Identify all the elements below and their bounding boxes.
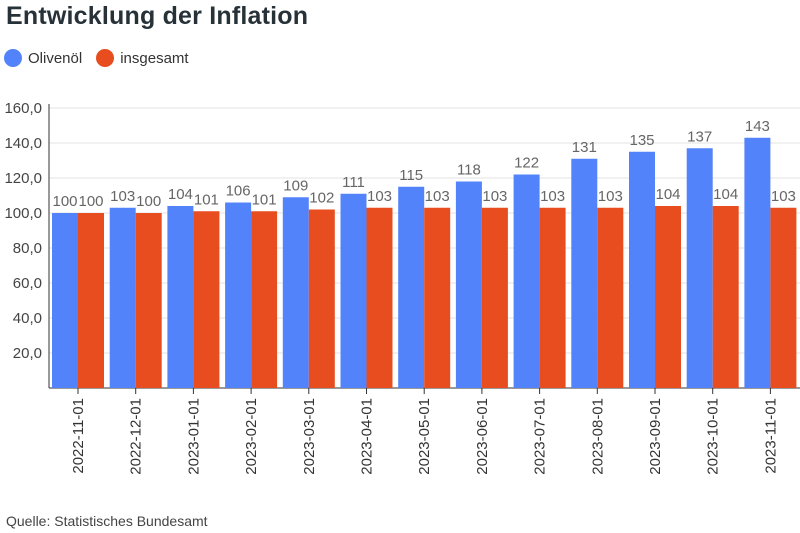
legend-item-insgesamt[interactable]: insgesamt — [96, 49, 189, 67]
data-label: 104 — [713, 186, 738, 203]
bar-olivenoel — [513, 174, 540, 388]
bar-olivenoel — [225, 202, 252, 388]
x-tick-label: 2023-09-01 — [647, 398, 664, 475]
legend-swatch-olivenoel — [4, 49, 22, 67]
data-label: 118 — [457, 162, 481, 179]
bar-olivenoel — [455, 181, 482, 388]
data-label: 109 — [283, 177, 308, 194]
x-tick-label: 2023-05-01 — [416, 398, 433, 475]
bar-olivenoel — [398, 186, 425, 388]
data-label: 131 — [572, 139, 597, 156]
bar-olivenoel — [571, 158, 598, 388]
y-tick-label: 80,0 — [13, 240, 42, 257]
bar-insgesamt — [193, 211, 220, 388]
data-label: 137 — [687, 128, 712, 145]
legend-item-olivenoel[interactable]: Olivenöl — [4, 49, 82, 67]
data-label: 104 — [655, 186, 680, 203]
data-label: 101 — [252, 191, 277, 208]
bar-insgesamt — [481, 207, 508, 388]
data-label: 103 — [367, 188, 392, 205]
legend-label-insgesamt: insgesamt — [120, 49, 189, 67]
y-tick-label: 20,0 — [13, 345, 42, 362]
bar-olivenoel — [282, 197, 309, 388]
data-label: 135 — [629, 132, 654, 149]
y-tick-label: 140,0 — [4, 135, 42, 152]
bar-olivenoel — [744, 137, 771, 388]
data-label: 103 — [598, 188, 623, 205]
data-label: 103 — [771, 188, 796, 205]
legend-label-olivenoel: Olivenöl — [28, 49, 83, 67]
bar-olivenoel — [167, 206, 194, 388]
data-label: 103 — [425, 188, 450, 205]
x-tick-label: 2022-11-01 — [70, 398, 87, 474]
bar-olivenoel — [629, 151, 655, 388]
data-label: 143 — [745, 118, 770, 135]
x-tick-label: 2023-08-01 — [589, 398, 606, 475]
data-label: 104 — [168, 186, 193, 203]
bar-insgesamt — [78, 213, 104, 388]
data-label: 122 — [514, 155, 539, 172]
bar-olivenoel — [52, 213, 78, 388]
data-label: 106 — [226, 183, 251, 200]
x-tick-label: 2023-02-01 — [243, 398, 260, 475]
bar-insgesamt — [655, 206, 681, 388]
x-tick-label: 2023-04-01 — [359, 398, 376, 475]
y-tick-label: 160,0 — [4, 100, 42, 117]
x-tick-label: 2023-07-01 — [532, 398, 549, 475]
data-label: 101 — [194, 191, 219, 208]
x-tick-label: 2023-10-01 — [705, 398, 722, 475]
y-tick-label: 60,0 — [13, 275, 42, 292]
x-tick-label: 2023-06-01 — [474, 398, 491, 475]
bar-insgesamt — [135, 213, 162, 388]
x-tick-label: 2023-03-01 — [301, 398, 318, 475]
data-label: 111 — [342, 174, 365, 191]
data-label: 103 — [482, 188, 507, 205]
x-tick-label: 2023-11-01 — [762, 398, 779, 474]
y-tick-label: 120,0 — [4, 170, 42, 187]
bar-olivenoel — [109, 207, 136, 388]
data-label: 102 — [309, 190, 334, 207]
data-label: 100 — [52, 193, 77, 210]
bar-insgesamt — [770, 207, 797, 388]
bar-olivenoel — [686, 148, 713, 388]
bar-olivenoel — [340, 193, 367, 388]
bar-insgesamt — [424, 207, 451, 388]
bar-insgesamt — [597, 207, 624, 388]
x-tick-label: 2023-01-01 — [185, 398, 202, 475]
chart-title: Entwicklung der Inflation — [6, 2, 309, 30]
data-label: 100 — [78, 193, 103, 210]
legend-swatch-insgesamt — [96, 49, 115, 67]
bar-insgesamt — [712, 206, 739, 388]
bar-insgesamt — [366, 207, 393, 388]
bar-insgesamt — [251, 211, 278, 388]
y-tick-label: 100,0 — [4, 205, 42, 222]
data-label: 100 — [136, 193, 161, 210]
bar-insgesamt — [308, 209, 335, 388]
y-tick-label: 40,0 — [13, 310, 42, 327]
legend: Olivenöl insgesamt — [4, 49, 189, 67]
data-label: 103 — [540, 188, 565, 205]
bar-insgesamt — [539, 207, 566, 388]
data-label: 115 — [399, 167, 423, 184]
x-tick-label: 2022-12-01 — [128, 398, 145, 475]
data-label: 103 — [110, 188, 135, 205]
source-note: Quelle: Statistisches Bundesamt — [6, 513, 208, 529]
